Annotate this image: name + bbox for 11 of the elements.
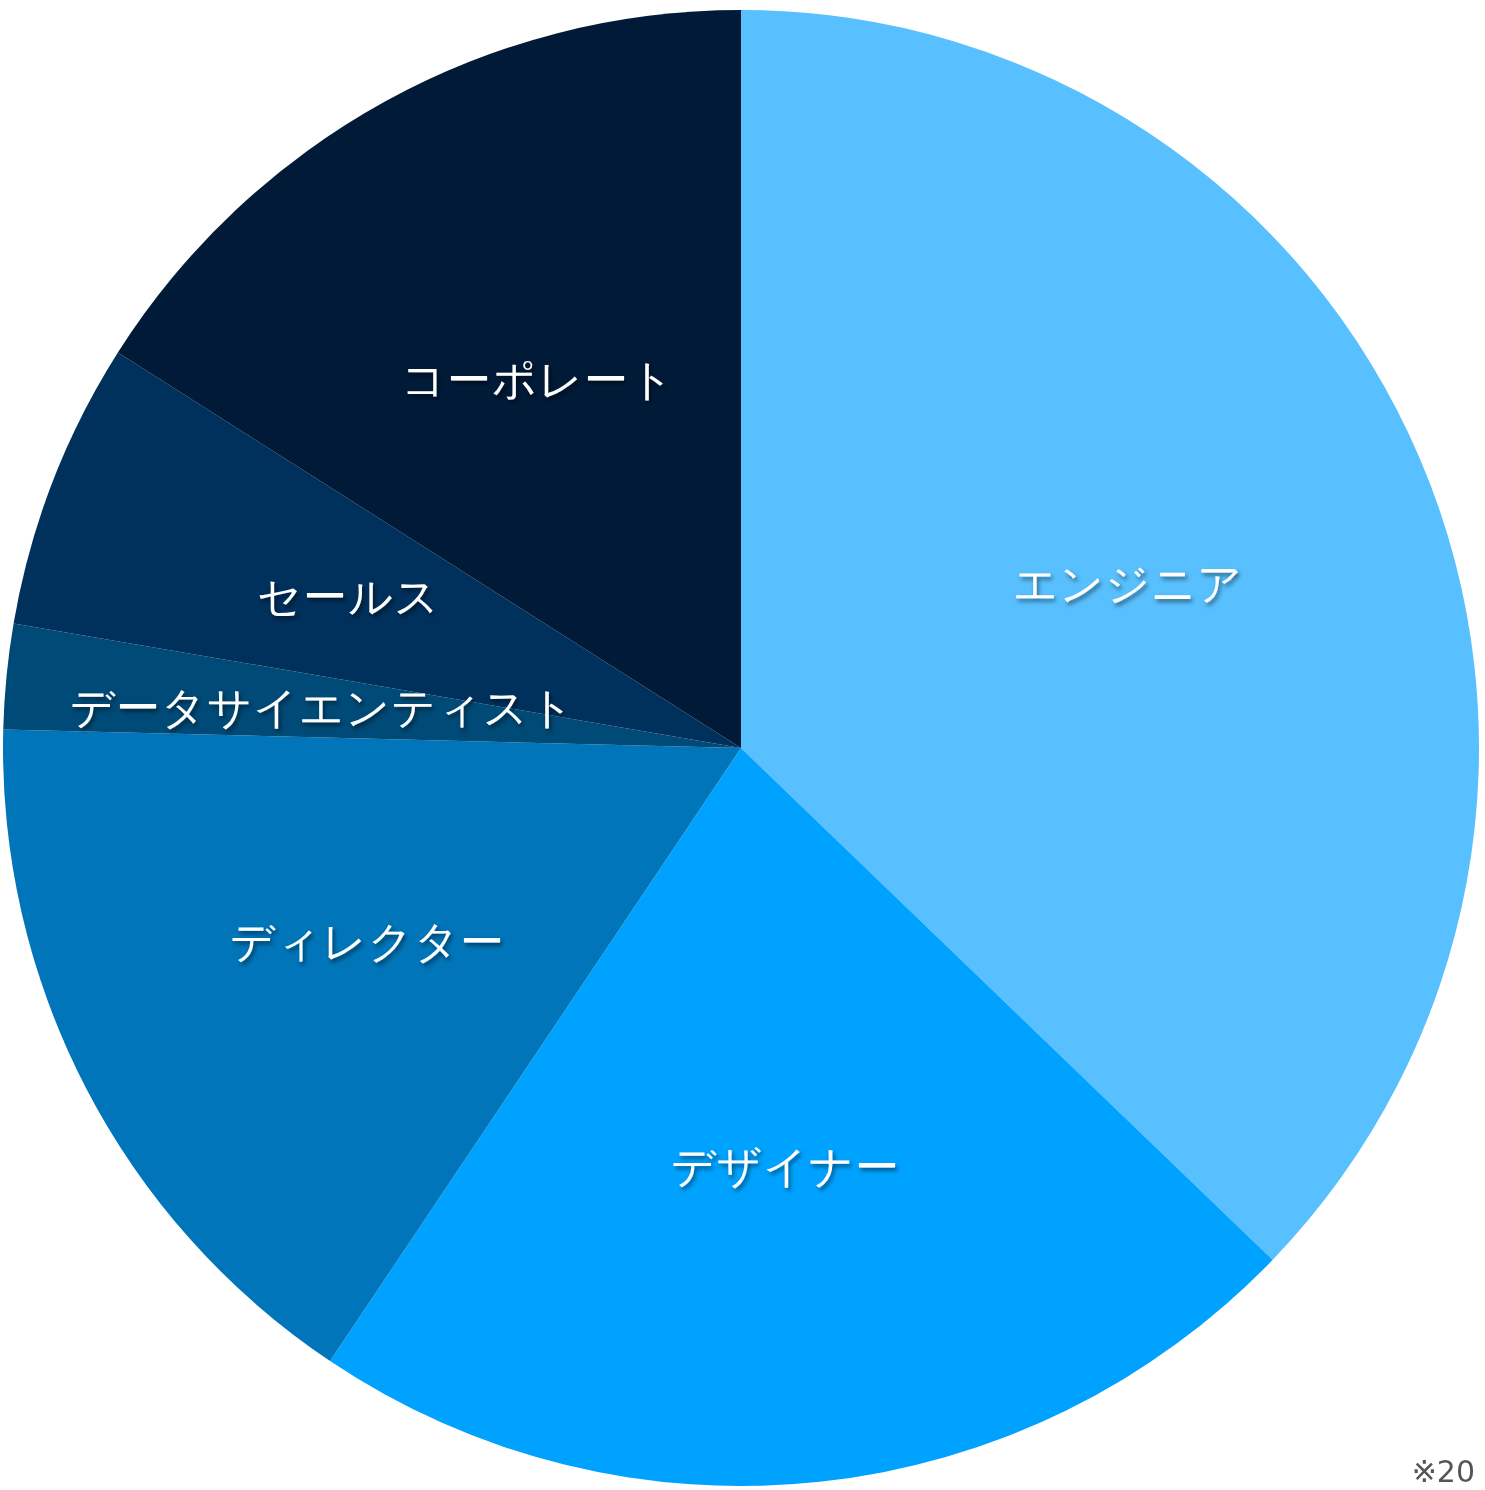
- pie-slice: [330, 748, 1273, 1486]
- slice-label: ディレクター: [229, 915, 505, 967]
- slice-label: コーポレート: [401, 353, 676, 405]
- text: ※20: [1411, 1454, 1475, 1489]
- pie-slice: [117, 10, 741, 748]
- pie-slice: [13, 352, 741, 748]
- pie-slice: [3, 623, 741, 748]
- slice-label: セールス: [256, 571, 440, 623]
- slice-label: デザイナー: [671, 1140, 901, 1192]
- slice-label: データサイエンティスト: [69, 681, 575, 733]
- slice-label: エンジニア: [1013, 557, 1244, 609]
